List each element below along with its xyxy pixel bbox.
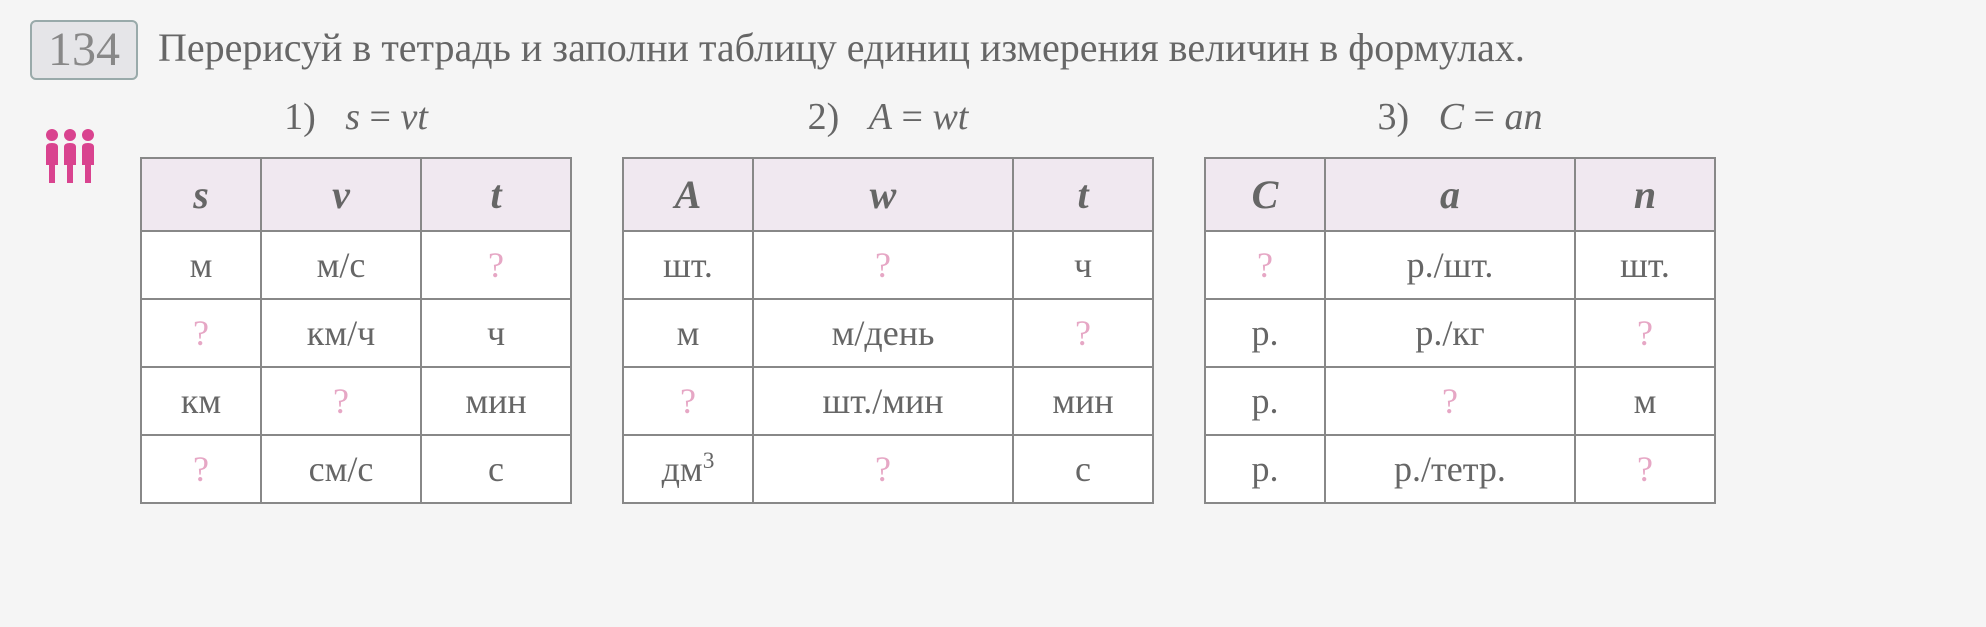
cell: мин — [1013, 367, 1153, 435]
cell: км/ч — [261, 299, 421, 367]
cell: м — [1575, 367, 1715, 435]
cell: м/день — [753, 299, 1013, 367]
cell: ч — [421, 299, 571, 367]
problem-num-label: 3) — [1378, 96, 1410, 138]
table-row: ? см/с с — [141, 435, 571, 503]
table-row: р. ? м — [1205, 367, 1715, 435]
formula-expr: s = vt — [345, 96, 428, 138]
formula-expr: A = wt — [869, 96, 969, 138]
col-header: s — [141, 158, 261, 231]
col-header: v — [261, 158, 421, 231]
cell: с — [1013, 435, 1153, 503]
col-header: t — [421, 158, 571, 231]
cell: р./кг — [1325, 299, 1575, 367]
cell: ? — [1205, 231, 1325, 299]
cell: ? — [1575, 299, 1715, 367]
table-row: шт. ? ч — [623, 231, 1153, 299]
left-icon-column — [30, 95, 110, 185]
col-header: C — [1205, 158, 1325, 231]
problem-num-label: 2) — [808, 96, 840, 138]
cell: ? — [1013, 299, 1153, 367]
cell: м — [141, 231, 261, 299]
problem-block-2: 2) A = wt A w t шт. ? ч — [622, 95, 1154, 504]
cell: шт./мин — [753, 367, 1013, 435]
formula-title-2: 2) A = wt — [808, 95, 969, 139]
formula-title-1: 1) s = vt — [284, 95, 428, 139]
table-row: р. р./тетр. ? — [1205, 435, 1715, 503]
problem-block-3: 3) C = an C a n ? р./шт. шт. — [1204, 95, 1716, 504]
cell: м/с — [261, 231, 421, 299]
col-header: n — [1575, 158, 1715, 231]
cell: р. — [1205, 367, 1325, 435]
cell: ? — [623, 367, 753, 435]
cell: шт. — [623, 231, 753, 299]
col-header: w — [753, 158, 1013, 231]
cell: мин — [421, 367, 571, 435]
cell: шт. — [1575, 231, 1715, 299]
cell: ? — [753, 231, 1013, 299]
content-row: 1) s = vt s v t м м/с ? — [30, 95, 1956, 504]
col-header: t — [1013, 158, 1153, 231]
table-row: ? км/ч ч — [141, 299, 571, 367]
cell: ? — [141, 299, 261, 367]
cell: ? — [261, 367, 421, 435]
table-row: км ? мин — [141, 367, 571, 435]
problem-num-label: 1) — [284, 96, 316, 138]
units-table-3: C a n ? р./шт. шт. р. р./кг ? — [1204, 157, 1716, 504]
people-icon — [40, 125, 100, 185]
col-header: a — [1325, 158, 1575, 231]
problem-block-1: 1) s = vt s v t м м/с ? — [140, 95, 572, 504]
table-row: м м/с ? — [141, 231, 571, 299]
col-header: A — [623, 158, 753, 231]
cell: р. — [1205, 435, 1325, 503]
cell: р./шт. — [1325, 231, 1575, 299]
cell: дм3 — [623, 435, 753, 503]
cell: р. — [1205, 299, 1325, 367]
table-row: м м/день ? — [623, 299, 1153, 367]
cell: с — [421, 435, 571, 503]
problem-number-badge: 134 — [30, 20, 138, 80]
table-row: р. р./кг ? — [1205, 299, 1715, 367]
cell: ? — [753, 435, 1013, 503]
units-table-2: A w t шт. ? ч м м/день ? — [622, 157, 1154, 504]
table-row: ? шт./мин мин — [623, 367, 1153, 435]
cell: ? — [1575, 435, 1715, 503]
cell: ? — [1325, 367, 1575, 435]
formula-title-3: 3) C = an — [1378, 95, 1543, 139]
cell: ? — [421, 231, 571, 299]
formula-expr: C = an — [1439, 96, 1543, 138]
problems-row: 1) s = vt s v t м м/с ? — [140, 95, 1956, 504]
cell: км — [141, 367, 261, 435]
table-row: дм3 ? с — [623, 435, 1153, 503]
cell: м — [623, 299, 753, 367]
header-row: 134 Перерисуй в тетрадь и заполни таблиц… — [30, 20, 1956, 80]
cell: р./тетр. — [1325, 435, 1575, 503]
table-row: ? р./шт. шт. — [1205, 231, 1715, 299]
instruction-text: Перерисуй в тетрадь и заполни таблицу ед… — [158, 20, 1956, 71]
units-table-1: s v t м м/с ? ? км/ч ч — [140, 157, 572, 504]
cell: ч — [1013, 231, 1153, 299]
cell: ? — [141, 435, 261, 503]
cell: см/с — [261, 435, 421, 503]
